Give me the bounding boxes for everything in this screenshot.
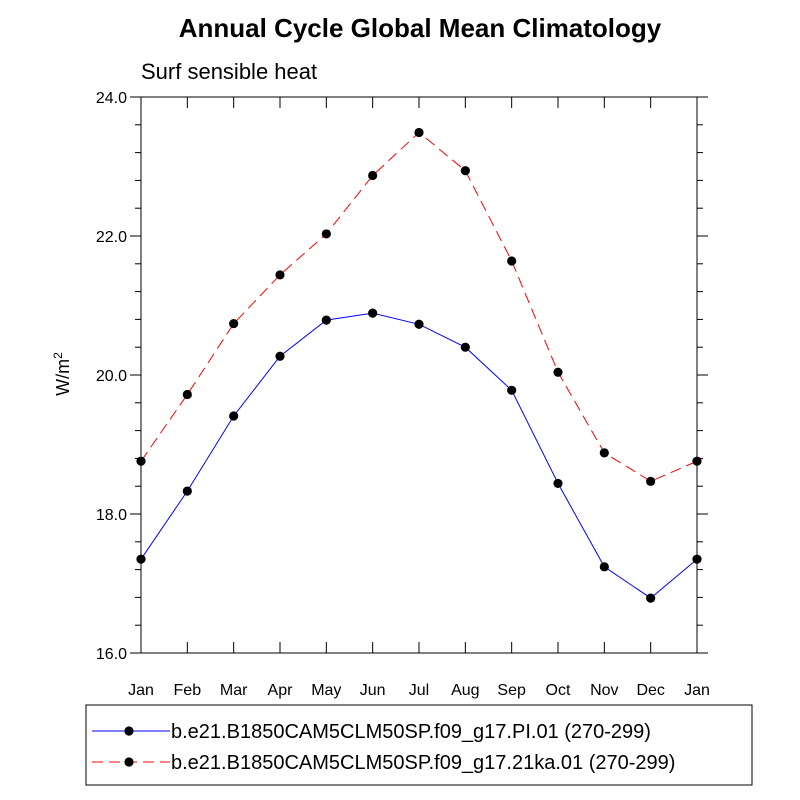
y-axis-label: W/m2 <box>51 352 73 396</box>
series-0-point <box>507 385 517 395</box>
series-1-point <box>507 256 517 266</box>
series-0-point <box>460 342 470 352</box>
series-0-point <box>229 411 239 421</box>
x-tick-label: Jan <box>684 682 710 699</box>
x-tick-label: Aug <box>451 682 479 699</box>
legend-label-0: b.e21.B1850CAM5CLM50SP.f09_g17.PI.01 (27… <box>171 721 651 743</box>
x-tick-label: May <box>311 682 341 699</box>
series-line-1 <box>140 131 698 482</box>
y-tick-label: 20.0 <box>96 368 127 385</box>
legend-box <box>85 704 753 786</box>
x-tick-label: Mar <box>220 682 248 699</box>
x-tick-label: Dec <box>636 682 664 699</box>
legend: b.e21.B1850CAM5CLM50SP.f09_g17.PI.01 (27… <box>92 721 675 774</box>
series-0-point <box>275 351 285 361</box>
series-1-point <box>368 170 378 181</box>
y-tick-label: 24.0 <box>96 90 127 107</box>
series-0-point <box>182 486 192 496</box>
series-1-point <box>460 166 470 176</box>
x-tick-label: Nov <box>590 682 618 699</box>
x-tick-label: Jul <box>409 682 429 699</box>
series-0-point <box>553 478 563 489</box>
plot-frame <box>140 96 698 654</box>
series-1-point <box>692 456 702 466</box>
series-1-point <box>646 476 656 486</box>
series-1-point <box>136 456 146 466</box>
legend-marker-0 <box>124 726 134 736</box>
axis-ticks: Jan Feb Mar Apr May Jun Jul Aug Sep Oct Nov Dec Jan 1… <box>96 90 710 699</box>
series-1-point <box>275 270 285 280</box>
x-tick-label: Jun <box>360 682 386 699</box>
y-axis-label-sup: 2 <box>51 352 65 359</box>
series-0-point <box>692 554 702 564</box>
x-tick-label: Apr <box>268 682 294 699</box>
y-tick-label: 16.0 <box>96 646 127 663</box>
legend-marker-1 <box>124 757 134 767</box>
series-1-point <box>182 389 192 400</box>
legend-label-1: b.e21.B1850CAM5CLM50SP.f09_g17.21ka.01 (… <box>171 752 675 774</box>
x-tick-label: Jan <box>128 682 154 699</box>
y-tick-label: 18.0 <box>96 507 127 524</box>
x-tick-label: Oct <box>546 682 571 699</box>
series-0-point <box>136 554 146 564</box>
series-0-point <box>368 308 378 318</box>
series-0-point <box>646 593 656 603</box>
series-1-point <box>553 367 563 377</box>
chart-subtitle: Surf sensible heat <box>141 59 317 84</box>
x-tick-label: Feb <box>174 682 202 699</box>
series-1-point <box>414 127 424 138</box>
series-1-point <box>229 318 239 329</box>
series-0-point <box>414 319 424 329</box>
x-tick-label: Sep <box>497 682 526 699</box>
y-axis-label-unit: W/m <box>53 359 73 396</box>
series-0-point <box>599 562 609 572</box>
series-line-0 <box>140 312 698 599</box>
series-layer <box>136 127 702 603</box>
series-1-point <box>321 229 331 239</box>
series-1-point <box>599 448 609 458</box>
chart-title: Annual Cycle Global Mean Climatology <box>179 13 662 43</box>
y-tick-label: 22.0 <box>96 229 127 246</box>
series-0-point <box>321 315 331 325</box>
